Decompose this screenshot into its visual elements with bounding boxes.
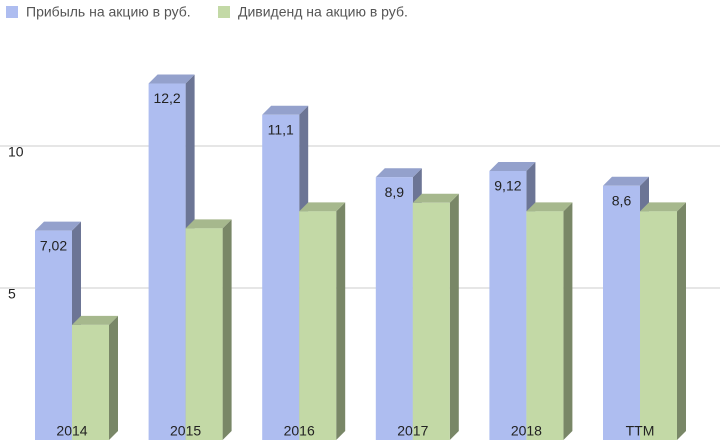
bar bbox=[489, 170, 527, 440]
x-tick-label: 2015 bbox=[170, 423, 201, 439]
x-tick-label: 2016 bbox=[284, 423, 315, 439]
bar-top bbox=[148, 74, 195, 84]
legend-label: Прибыль на акцию в руб. bbox=[26, 4, 191, 20]
bar-top bbox=[640, 202, 686, 212]
value-label: 11,1 bbox=[268, 121, 294, 137]
y-tick-label: 10 bbox=[8, 144, 24, 160]
bar-top bbox=[412, 193, 459, 203]
bar-side bbox=[563, 202, 573, 440]
value-label: 7,02 bbox=[40, 237, 67, 253]
bar-side bbox=[336, 202, 346, 440]
bar-top bbox=[35, 221, 81, 231]
bar bbox=[262, 114, 300, 440]
bar-top bbox=[603, 176, 649, 186]
x-tick-label: 2014 bbox=[56, 423, 87, 439]
x-tick-label: 2017 bbox=[397, 423, 428, 439]
bar bbox=[375, 177, 413, 441]
bar bbox=[148, 83, 186, 441]
bar-top bbox=[375, 168, 422, 178]
bar-top bbox=[262, 105, 309, 115]
bar-top bbox=[489, 161, 536, 171]
bar-top bbox=[526, 202, 573, 212]
bar-side bbox=[222, 219, 232, 440]
value-label: 9,12 bbox=[494, 178, 521, 194]
value-label: 12,2 bbox=[153, 90, 180, 106]
bar bbox=[185, 228, 223, 440]
bar bbox=[72, 324, 109, 440]
bar bbox=[35, 230, 72, 440]
x-tick-label: TTM bbox=[626, 423, 655, 439]
bar bbox=[412, 202, 450, 440]
legend-swatch bbox=[6, 6, 18, 18]
bar-side bbox=[449, 193, 459, 440]
bar bbox=[299, 211, 337, 440]
y-tick-label: 5 bbox=[8, 286, 16, 302]
value-label: 8,9 bbox=[385, 184, 405, 200]
value-label: 8,6 bbox=[612, 192, 632, 208]
bar-side bbox=[109, 315, 118, 440]
bar-top bbox=[72, 315, 118, 325]
legend-swatch bbox=[218, 6, 230, 18]
bar-top bbox=[185, 219, 232, 229]
bar-top bbox=[299, 202, 346, 212]
bar bbox=[526, 211, 564, 440]
x-tick-label: 2018 bbox=[511, 423, 542, 439]
bar bbox=[603, 185, 640, 440]
legend-label: Дивиденд на акцию в руб. bbox=[238, 4, 408, 20]
bar bbox=[640, 211, 677, 440]
bar-side bbox=[677, 202, 686, 440]
